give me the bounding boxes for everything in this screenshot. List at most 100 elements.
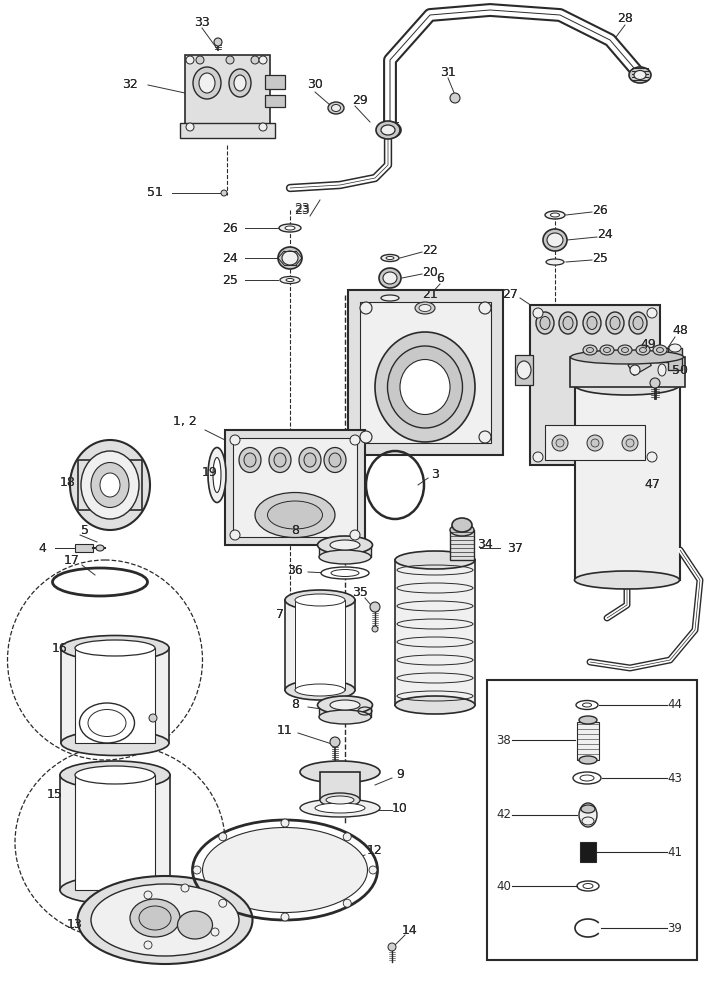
Circle shape: [259, 56, 267, 64]
Ellipse shape: [415, 302, 435, 314]
Ellipse shape: [199, 73, 215, 93]
Bar: [395, 560, 475, 705]
Text: 16: 16: [52, 642, 68, 654]
Ellipse shape: [381, 125, 395, 135]
Bar: [319, 705, 371, 717]
Ellipse shape: [545, 211, 565, 219]
Circle shape: [479, 302, 491, 314]
Text: 24: 24: [222, 251, 238, 264]
Text: 25: 25: [592, 251, 608, 264]
Circle shape: [479, 431, 491, 443]
Bar: [570, 357, 685, 387]
Bar: [75, 775, 155, 890]
Ellipse shape: [320, 793, 360, 807]
Bar: [515, 355, 533, 385]
Ellipse shape: [278, 247, 302, 269]
Bar: [348, 290, 503, 455]
Bar: [265, 95, 285, 107]
Ellipse shape: [450, 524, 474, 536]
Circle shape: [647, 308, 657, 318]
Text: 11: 11: [277, 724, 293, 736]
Ellipse shape: [315, 803, 365, 813]
Ellipse shape: [324, 448, 346, 473]
Text: 50: 50: [672, 363, 688, 376]
Bar: [60, 775, 170, 890]
Ellipse shape: [583, 884, 593, 888]
Text: 35: 35: [352, 585, 368, 598]
Text: 16: 16: [52, 642, 68, 654]
Text: 24: 24: [597, 229, 613, 241]
Circle shape: [388, 943, 396, 951]
Text: 4: 4: [38, 542, 46, 554]
Text: 50: 50: [672, 363, 688, 376]
Circle shape: [622, 435, 638, 451]
Ellipse shape: [629, 312, 647, 334]
Ellipse shape: [580, 775, 594, 781]
Circle shape: [650, 378, 660, 388]
Bar: [320, 772, 360, 800]
Ellipse shape: [60, 876, 170, 904]
Text: 9: 9: [396, 768, 404, 782]
Circle shape: [626, 439, 634, 447]
Text: 25: 25: [222, 273, 238, 286]
Circle shape: [214, 38, 222, 46]
Ellipse shape: [574, 375, 680, 395]
Text: 5: 5: [81, 524, 89, 536]
Text: 30: 30: [307, 79, 323, 92]
Ellipse shape: [639, 348, 646, 353]
Bar: [233, 438, 357, 537]
Text: 24: 24: [222, 251, 238, 264]
Text: 6: 6: [436, 271, 444, 284]
Text: 7: 7: [276, 608, 284, 621]
Ellipse shape: [81, 451, 139, 519]
Text: 31: 31: [440, 66, 456, 79]
Ellipse shape: [634, 70, 646, 80]
Text: 26: 26: [222, 222, 238, 234]
Ellipse shape: [386, 256, 394, 259]
Ellipse shape: [376, 121, 400, 139]
Text: 10: 10: [392, 802, 408, 814]
Ellipse shape: [543, 229, 567, 251]
Text: 42: 42: [496, 808, 511, 822]
Circle shape: [259, 123, 267, 131]
Ellipse shape: [317, 696, 372, 714]
Ellipse shape: [579, 756, 597, 764]
Text: 28: 28: [617, 11, 633, 24]
Ellipse shape: [229, 69, 251, 97]
Text: 12: 12: [367, 844, 383, 856]
Bar: [655, 348, 680, 362]
Ellipse shape: [279, 224, 301, 232]
Circle shape: [350, 530, 360, 540]
Circle shape: [591, 439, 599, 447]
Text: 23: 23: [294, 202, 310, 215]
Bar: [265, 75, 285, 89]
Ellipse shape: [285, 226, 295, 230]
Circle shape: [533, 308, 543, 318]
Bar: [78, 460, 142, 510]
Text: 33: 33: [194, 15, 210, 28]
Circle shape: [330, 737, 340, 747]
Ellipse shape: [547, 233, 563, 247]
Circle shape: [369, 866, 377, 874]
Ellipse shape: [244, 453, 256, 467]
Ellipse shape: [540, 316, 550, 330]
Ellipse shape: [622, 348, 629, 353]
Circle shape: [149, 714, 157, 722]
Text: 3: 3: [431, 468, 439, 482]
Ellipse shape: [286, 278, 294, 282]
Text: 47: 47: [644, 479, 660, 491]
Ellipse shape: [375, 332, 475, 442]
Text: 11: 11: [277, 724, 293, 736]
Text: 23: 23: [294, 204, 310, 217]
Ellipse shape: [60, 761, 170, 789]
Ellipse shape: [321, 567, 369, 579]
Ellipse shape: [581, 805, 595, 813]
Text: 51: 51: [147, 186, 163, 200]
Text: 8: 8: [291, 524, 299, 536]
Text: 27: 27: [502, 288, 518, 302]
Bar: [185, 55, 270, 135]
Ellipse shape: [379, 268, 401, 288]
Circle shape: [211, 928, 219, 936]
Bar: [450, 530, 474, 560]
Text: 34: 34: [477, 538, 493, 552]
